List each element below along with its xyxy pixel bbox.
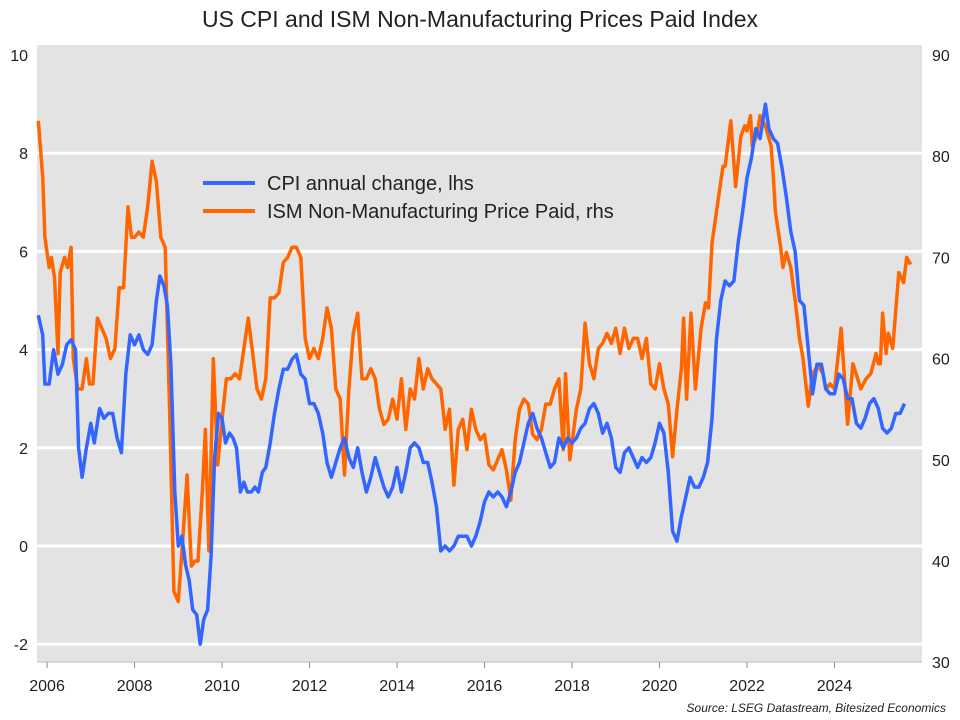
left-axis-tick-label: 10	[10, 48, 28, 65]
x-axis-tick-label: 2010	[204, 678, 240, 695]
right-axis-tick-label: 90	[932, 48, 950, 65]
right-axis-tick-label: 50	[932, 453, 950, 470]
ism-series-line	[36, 113, 913, 604]
right-axis-tick-label: 30	[932, 655, 950, 672]
x-axis-tick-label: 2024	[817, 678, 853, 695]
legend-label-ism: ISM Non-Manufacturing Price Paid, rhs	[267, 201, 614, 223]
left-axis-tick-label: 0	[19, 539, 28, 556]
left-axis-tick-label: 4	[19, 343, 28, 360]
x-axis-tick-label: 2022	[729, 678, 765, 695]
source-note: Source: LSEG Datastream, Bitesized Econo…	[686, 701, 946, 715]
left-axis-tick-label: -2	[14, 637, 28, 654]
right-axis-tick-label: 80	[932, 149, 950, 166]
x-axis-tick-label: 2016	[467, 678, 503, 695]
x-axis-tick-label: 2020	[642, 678, 678, 695]
right-axis-tick-label: 60	[932, 352, 950, 369]
left-axis-tick-label: 8	[19, 146, 28, 163]
right-axis-tick-label: 70	[932, 250, 950, 267]
cpi-series-line	[36, 102, 907, 646]
x-axis-tick-label: 2018	[554, 678, 590, 695]
left-axis-tick-label: 2	[19, 441, 28, 458]
legend-label-cpi: CPI annual change, lhs	[267, 173, 474, 195]
x-axis-tick-label: 2012	[292, 678, 328, 695]
left-axis-tick-label: 6	[19, 244, 28, 261]
right-axis-tick-label: 40	[932, 554, 950, 571]
x-axis-tick-label: 2014	[379, 678, 415, 695]
x-axis-tick-label: 2006	[29, 678, 65, 695]
chart-title: US CPI and ISM Non-Manufacturing Prices …	[201, 6, 759, 32]
legend: CPI annual change, lhs ISM Non-Manufactu…	[203, 173, 614, 223]
x-axis-tick-label: 2008	[117, 678, 153, 695]
